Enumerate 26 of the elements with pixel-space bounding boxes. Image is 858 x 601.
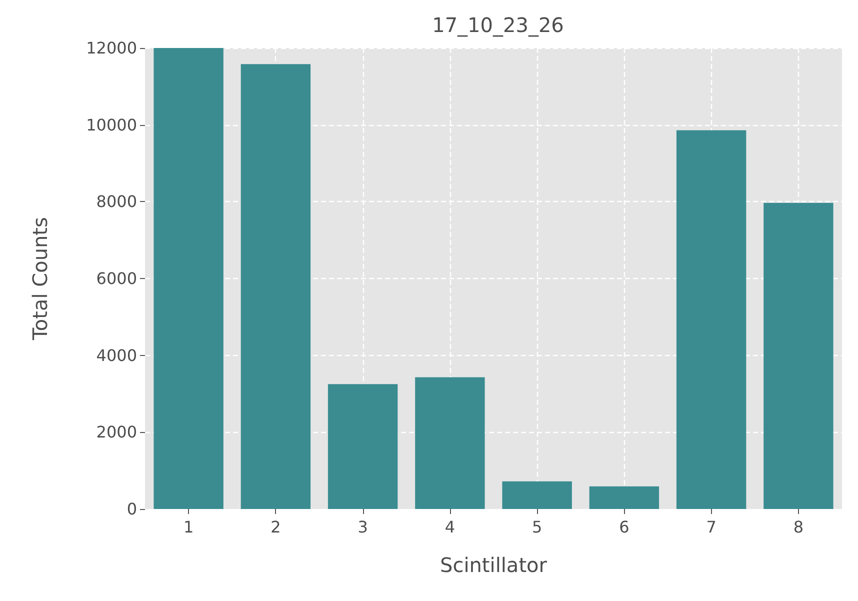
y-tick-label: 4000 — [96, 346, 137, 365]
bar — [154, 48, 224, 509]
y-tick-label: 8000 — [96, 192, 137, 212]
bar — [415, 377, 485, 509]
x-tick-label: 2 — [270, 518, 281, 536]
x-tick-label: 7 — [706, 518, 716, 536]
y-tick-label: 0 — [126, 500, 137, 518]
x-tick-label: 8 — [793, 518, 804, 536]
bar — [676, 130, 746, 509]
y-tick-label: 6000 — [96, 269, 137, 288]
x-tick-label: 4 — [444, 518, 456, 536]
x-tick-label: 3 — [358, 518, 368, 536]
bar — [328, 384, 398, 509]
chart-title: 17_10_23_26 — [432, 13, 564, 37]
bar — [502, 481, 572, 509]
y-axis-title: Total Counts — [28, 217, 52, 341]
y-tick-label: 10000 — [86, 115, 137, 134]
bar — [589, 486, 660, 509]
bar — [240, 64, 311, 509]
x-tick-label: 6 — [619, 518, 630, 536]
bar — [764, 202, 834, 509]
x-tick-label: 1 — [183, 518, 194, 536]
y-tick-label: 12000 — [86, 38, 137, 58]
x-axis-title: Scintillator — [440, 553, 548, 577]
x-tick-label: 5 — [532, 518, 542, 536]
y-tick-label: 2000 — [96, 422, 137, 442]
